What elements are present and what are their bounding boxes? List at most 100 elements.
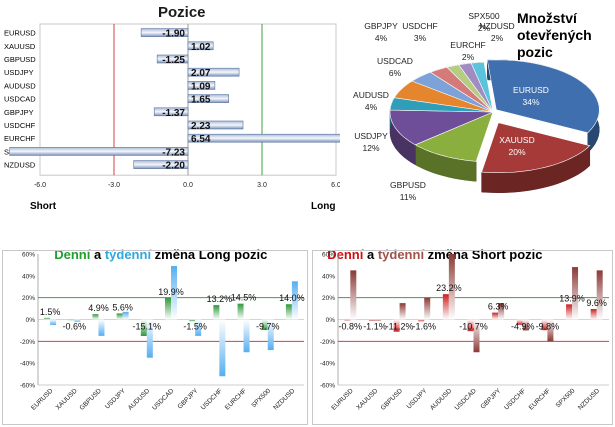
short-bar-s0-USDCHF: [516, 319, 523, 325]
pozice-bar-EURCHF: [187, 133, 340, 143]
short-bar-s1-EURCHF: [547, 319, 554, 342]
long-bar-s1-AUDUSD: [146, 319, 153, 358]
pie-pct-EURUSD: 34%: [522, 97, 539, 107]
long-data-label-10: 14.0%: [279, 293, 305, 303]
short-bar-s1-NZDUSD: [596, 270, 603, 320]
pozice-cat-label-10: NZDUSD: [4, 161, 36, 170]
long-y-tick-5: -40%: [20, 361, 35, 368]
long-bar-s0-GBPUSD: [92, 314, 99, 320]
pie-pct-XAUUSD: 20%: [508, 147, 525, 157]
long-bar-s0-USDJPY: [116, 313, 123, 320]
long-data-label-1: -0.6%: [63, 322, 87, 332]
short-y-tick-5: -40%: [320, 361, 335, 368]
long-y-tick-0: 60%: [22, 252, 35, 259]
short-data-label-2: -11.2%: [386, 322, 414, 332]
long-bar-s1-SPX500: [267, 319, 274, 351]
short-bar-s1-EURUSD: [350, 270, 357, 320]
pozice-cat-label-2: GBPUSD: [4, 55, 36, 64]
short-data-label-1: -1.1%: [363, 322, 387, 332]
long-data-label-5: 19.9%: [158, 287, 184, 297]
pie-slice-USDCAD: [393, 80, 494, 113]
short-bar-s1-AUDUSD: [448, 254, 455, 320]
pozice-x-tick-0: -6.0: [34, 182, 46, 189]
pozice-bar-NZDUSD: [133, 160, 189, 169]
pozice-value-label-6: -1.37: [162, 108, 185, 119]
pie-pct-NZDUSD: 2%: [491, 33, 504, 43]
short-bar-s0-USDCAD: [467, 319, 474, 332]
pie-pct-GBPJPY: 4%: [375, 33, 388, 43]
pie-slice-GBPJPY: [411, 71, 494, 113]
pozice-value-label-4: 1.09: [191, 81, 211, 92]
pie-label-NZDUSD: NZDUSD: [479, 21, 514, 31]
pozice-value-label-5: 1.65: [191, 95, 211, 106]
short-bar-s0-EURCHF: [541, 319, 548, 331]
pie-label-USDCAD: USDCAD: [377, 56, 413, 66]
pozice-cat-label-8: EURCHF: [4, 134, 36, 143]
long-y-tick-6: -60%: [20, 383, 35, 390]
pozice-cat-label-4: AUDUSD: [4, 81, 36, 90]
pozice-x-tick-4: 6.0: [331, 182, 340, 189]
short-chart-frame: [312, 250, 613, 425]
pozice-title: Pozice: [158, 4, 206, 21]
pie-slice-USDJPY: [389, 109, 494, 146]
long-bar-s0-USDCHF: [213, 305, 220, 320]
pie-pct-USDCAD: 6%: [389, 68, 402, 78]
short-cat-label-4: AUDUSD: [429, 387, 454, 412]
pie-label-USDJPY: USDJPY: [354, 131, 388, 141]
pozice-axis-short: Short: [30, 201, 57, 212]
short-data-label-4: 23.2%: [436, 283, 462, 293]
long-bar-s0-USDCAD: [165, 297, 171, 320]
pie-label-EURUSD: EURUSD: [513, 85, 549, 95]
long-data-label-4: -15.1%: [133, 322, 162, 332]
short-cat-label-6: GBPJPY: [479, 387, 503, 411]
long-bar-s1-XAUUSD: [74, 319, 81, 322]
pozice-bar-GBPUSD: [156, 54, 189, 64]
pie-slice-EURUSD: [486, 59, 600, 134]
pie-label-GBPJPY: GBPJPY: [364, 21, 398, 31]
short-bar-s1-GBPJPY: [498, 303, 505, 320]
pozice-value-label-10: -2.20: [162, 161, 185, 172]
long-bar-s0-SPX500: [261, 319, 268, 331]
short-bar-s0-USDJPY: [418, 319, 425, 322]
short-bar-s1-USDCHF: [522, 319, 529, 331]
pie-pct-USDCHF: 3%: [414, 33, 427, 43]
short-bar-s0-SPX500: [566, 304, 573, 320]
long-data-label-6: -1.5%: [183, 322, 207, 332]
pozice-x-tick-2: 0.0: [183, 182, 193, 189]
pie-pct-AUDUSD: 4%: [365, 102, 378, 112]
pie-slice-EURCHF: [446, 64, 494, 113]
long-bar-s1-NZDUSD: [291, 281, 298, 320]
pozice-cat-label-6: GBPJPY: [4, 108, 34, 117]
pozice-x-tick-1: -3.0: [108, 182, 120, 189]
short-cat-label-5: USDCAD: [454, 387, 479, 412]
short-cat-label-9: SPX500: [555, 387, 577, 409]
pozice-bar-USDCAD: [187, 94, 230, 103]
pie-slice-NZDUSD: [470, 61, 494, 113]
short-bar-s0-NZDUSD: [590, 309, 597, 320]
long-title-a: a: [90, 247, 105, 262]
long-bar-s0-EURUSD: [44, 317, 51, 320]
short-bar-s1-USDJPY: [424, 297, 431, 320]
long-data-label-8: 14.5%: [231, 293, 257, 303]
long-data-label-9: -9.7%: [256, 322, 280, 332]
short-cat-label-8: EURCHF: [528, 387, 552, 411]
long-bar-s0-AUDUSD: [140, 319, 147, 336]
pie-slice-SPX500: [458, 62, 494, 113]
short-bar-s0-EURUSD: [344, 319, 351, 321]
pie-label-XAUUSD: XAUUSD: [499, 135, 534, 145]
short-y-tick-2: 20%: [322, 295, 335, 302]
pie-label-EURCHF: EURCHF: [450, 40, 485, 50]
pozice-value-label-9: -7.23: [162, 147, 185, 158]
short-cat-label-3: USDJPY: [406, 387, 430, 411]
pozice-x-tick-3: 3.0: [257, 182, 267, 189]
pie-title-line1: Množství: [517, 10, 577, 26]
pie-chart: EURUSD 34% XAUUSD 20% GBPUSD 11% USDJPY 12% AUDU…: [353, 11, 600, 202]
long-bar-s1-EURCHF: [243, 319, 250, 353]
long-y-tick-4: -20%: [20, 339, 35, 346]
pozice-bar-AUDUSD: [187, 81, 216, 90]
long-y-tick-1: 40%: [22, 273, 35, 280]
pie-title-line3: pozic: [517, 44, 553, 60]
short-bar-s0-AUDUSD: [442, 294, 449, 320]
long-bar-s0-XAUUSD: [68, 319, 75, 321]
